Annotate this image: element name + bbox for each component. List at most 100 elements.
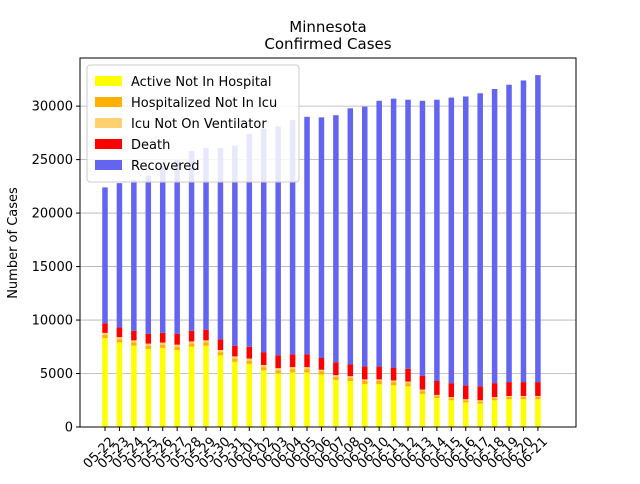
bar-segment: [289, 369, 296, 373]
bar-segment: [506, 382, 512, 396]
bar-segment: [174, 349, 180, 427]
bar-segment: [376, 384, 382, 427]
bar-segment: [477, 401, 483, 404]
bar-segment: [188, 151, 195, 331]
bar-segment: [535, 395, 541, 398]
bar-segment: [448, 383, 455, 398]
bar-segment: [361, 379, 368, 382]
x-axis-ticks: 05-2205-2305-2405-2505-2605-2705-2805-29…: [81, 427, 551, 472]
bar-segment: [304, 354, 310, 368]
bar-segment: [203, 342, 209, 346]
bar-segment: [347, 364, 354, 377]
legend-swatch: [95, 76, 122, 86]
bar-segment: [174, 344, 180, 347]
bar-segment: [116, 327, 123, 338]
bar-segment: [232, 358, 238, 362]
bar-segment: [361, 381, 368, 385]
bar-segment: [188, 343, 195, 347]
bar-segment: [405, 99, 411, 369]
bar-segment: [304, 116, 310, 355]
bar-segment: [203, 340, 209, 343]
bar-segment: [246, 346, 253, 359]
bar-segment: [419, 389, 426, 392]
bar-segment: [318, 371, 325, 375]
bar-segment: [131, 340, 137, 343]
bar-segment: [102, 335, 108, 339]
bar-segment: [131, 330, 137, 341]
bar-segment: [434, 381, 440, 395]
bar-segment: [448, 400, 455, 427]
bar-segment: [390, 385, 397, 427]
bar-segment: [520, 382, 527, 396]
legend-label: Hospitalized Not In Icu: [131, 96, 277, 111]
bar-segment: [434, 395, 440, 399]
bar-segment: [188, 346, 195, 427]
bar-segment: [102, 323, 108, 333]
bar-segment: [405, 383, 411, 387]
bar-segment: [477, 403, 483, 427]
bar-segment: [506, 397, 512, 400]
bar-segment: [217, 352, 224, 356]
bar-segment: [102, 338, 108, 427]
bar-segment: [260, 367, 267, 371]
bar-segment: [260, 370, 267, 427]
legend-label: Death: [131, 138, 170, 153]
bar-segment: [318, 358, 325, 370]
y-tick-label: 10000: [32, 314, 73, 329]
bar-segment: [506, 395, 512, 398]
bar-segment: [491, 398, 498, 401]
bar-segment: [333, 362, 339, 376]
bar-segment: [405, 381, 411, 384]
bar-segment: [463, 402, 469, 427]
bar-segment: [145, 333, 152, 344]
bar-segment: [390, 382, 397, 386]
legend-label: Active Not In Hospital: [131, 75, 272, 90]
bar-segment: [491, 400, 498, 427]
bar-segment: [419, 393, 426, 427]
bar-segment: [275, 370, 281, 374]
bar-segment: [260, 352, 267, 365]
bar-segment: [217, 355, 224, 427]
bar-segment: [535, 397, 541, 400]
bar-segment: [448, 97, 455, 384]
bar-segment: [535, 75, 541, 383]
bar-segment: [116, 337, 123, 340]
y-axis-ticks: 0 5000 10000 15000 20000 25000 30000: [32, 100, 80, 436]
legend-swatch: [95, 118, 122, 128]
bar-segment: [361, 384, 368, 427]
bar-segment: [491, 383, 498, 398]
chart-subtitle: Confirmed Cases: [264, 35, 391, 53]
bar-segment: [203, 345, 209, 427]
bar-segment: [188, 330, 195, 342]
bar-segment: [318, 369, 325, 372]
bar-segment: [289, 354, 296, 368]
bar-segment: [304, 369, 310, 373]
bar-segment: [463, 385, 469, 400]
bar-segment: [318, 374, 325, 427]
bar-segment: [535, 382, 541, 396]
bar-segment: [333, 376, 339, 380]
bar-segment: [506, 399, 512, 427]
legend: Active Not In Hospital Hospitalized Not I…: [86, 64, 300, 183]
bar-segment: [434, 394, 440, 396]
bar-segment: [246, 360, 253, 364]
bar-segment: [217, 339, 224, 350]
legend-label: Icu Not On Ventilator: [131, 117, 267, 132]
bar-segment: [491, 89, 498, 384]
bar-segment: [376, 381, 382, 385]
bar-segment: [491, 397, 498, 399]
bar-segment: [361, 106, 368, 367]
bar-segment: [520, 395, 527, 398]
bar-segment: [419, 391, 426, 394]
y-tick-label: 0: [65, 421, 73, 436]
bar-segment: [520, 399, 527, 427]
bar-segment: [246, 358, 253, 361]
bar-segment: [376, 100, 382, 367]
bar-segment: [318, 117, 325, 359]
bar-segment: [260, 128, 267, 353]
bars: [102, 75, 541, 427]
bar-segment: [217, 147, 224, 340]
legend-label: Recovered: [131, 159, 200, 174]
bar-segment: [159, 166, 166, 333]
